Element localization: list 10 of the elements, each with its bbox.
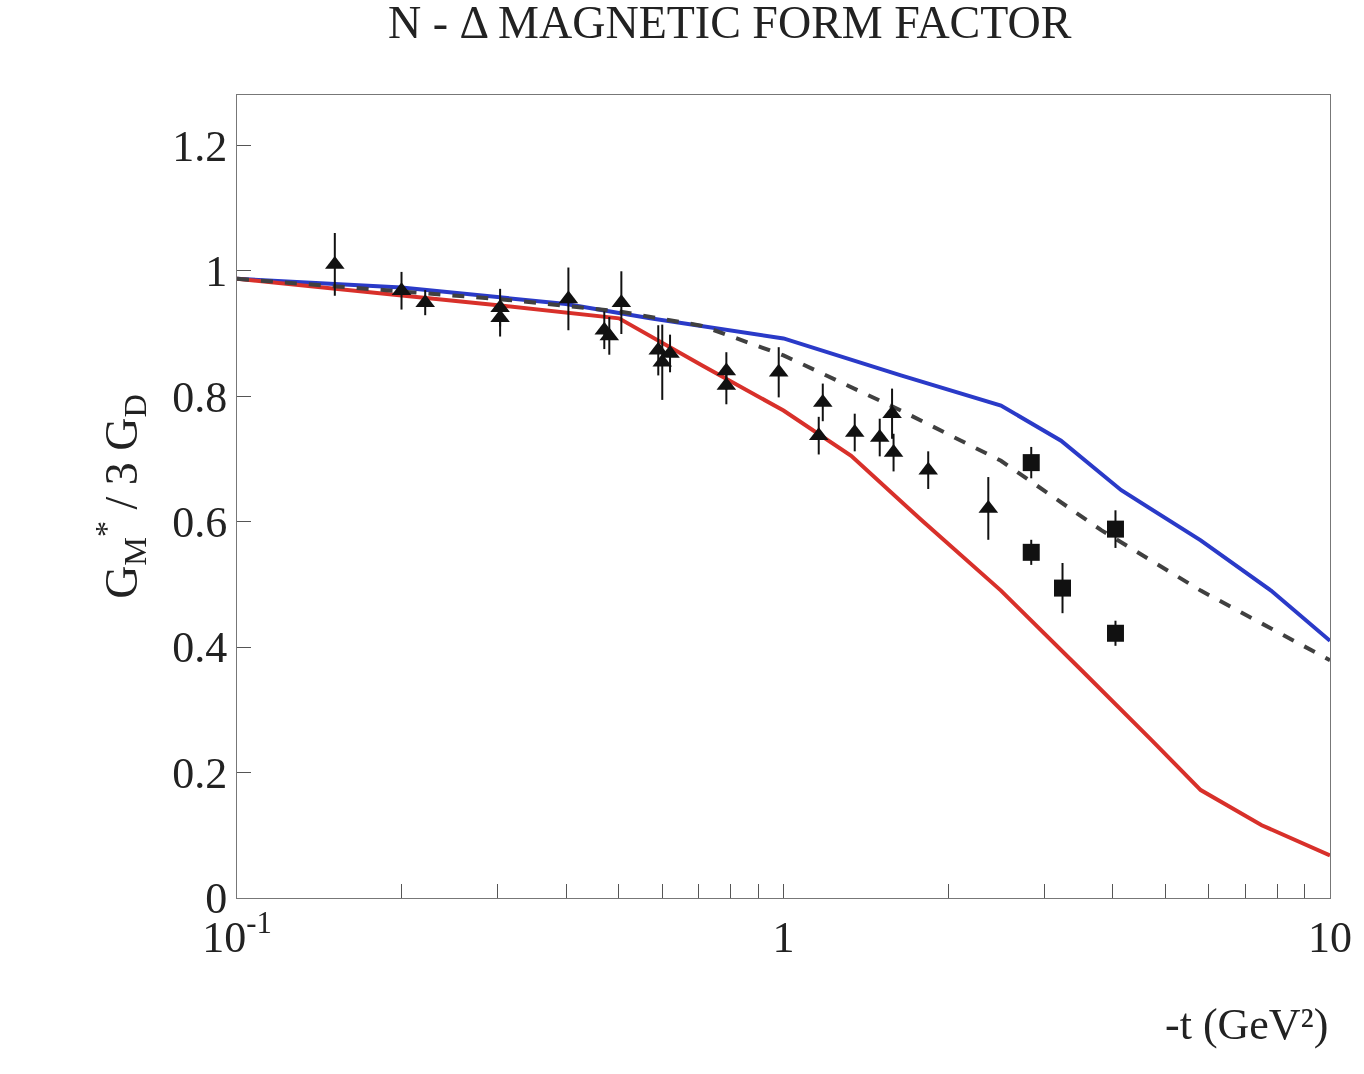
y-tick-label: 1 [205, 247, 228, 297]
y-tick-label: 0.8 [172, 372, 228, 422]
chart-title: N - Δ MAGNETIC FORM FACTOR [388, 0, 1072, 48]
y-tick-label: 0.6 [172, 497, 228, 547]
x-tick-label: 10 [1308, 912, 1352, 962]
y-tick-label: 0.2 [172, 748, 228, 798]
x-tick-label: 1 [772, 912, 795, 962]
y-tick-label: 0.4 [172, 623, 228, 673]
y-tick-label: 1.2 [172, 121, 228, 171]
x-axis-title: -t (GeV²) [1165, 1000, 1329, 1049]
